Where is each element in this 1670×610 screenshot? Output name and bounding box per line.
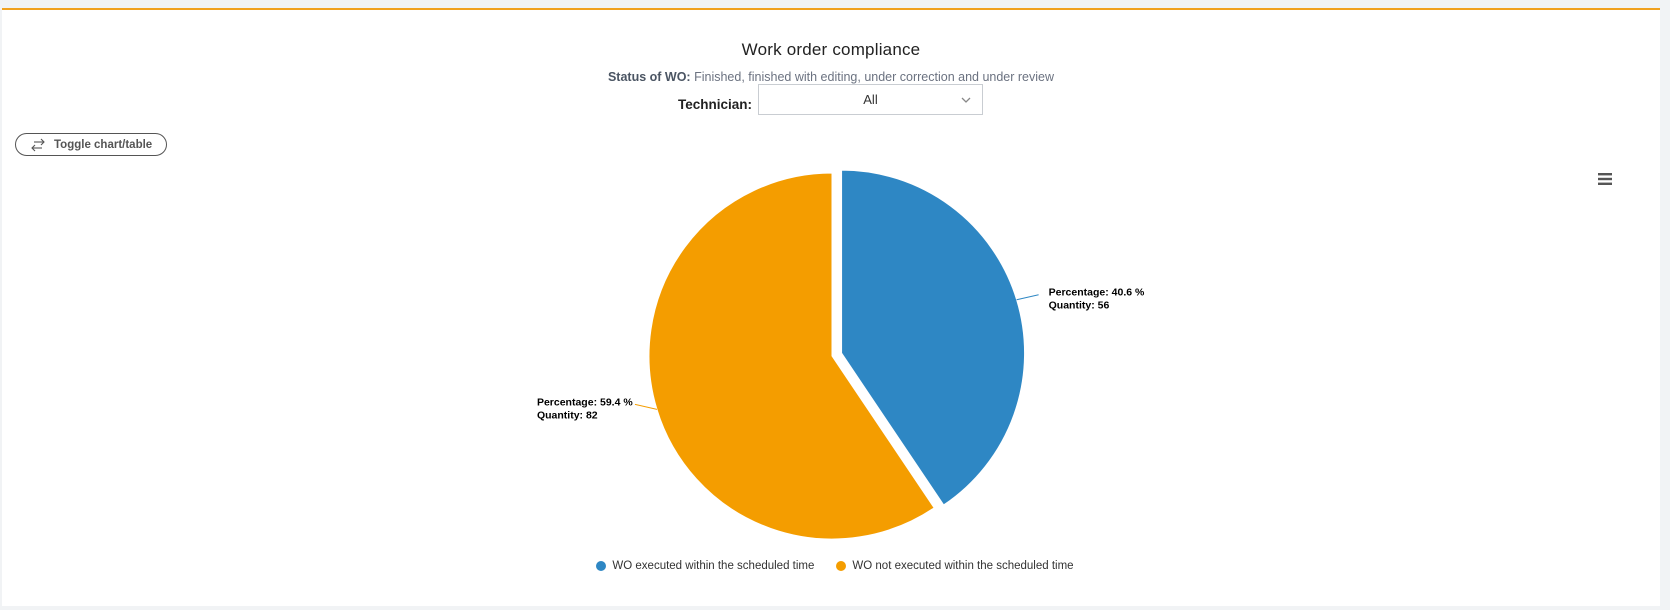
technician-select-value: All bbox=[863, 92, 878, 107]
legend-item-not-executed[interactable]: WO not executed within the scheduled tim… bbox=[836, 560, 1074, 572]
data-label-executed-line2: Quantity: 56 bbox=[1049, 300, 1110, 312]
technician-label: Technician: bbox=[678, 97, 753, 112]
data-label-not-executed-line1: Percentage: 59.4 % bbox=[537, 396, 633, 408]
connector-line-executed bbox=[1016, 294, 1039, 301]
chart-subtitle: Status of WO: Finished, finished with ed… bbox=[2, 70, 1660, 84]
subtitle-text: Finished, finished with editing, under c… bbox=[694, 70, 1055, 84]
legend-label-not-executed: WO not executed within the scheduled tim… bbox=[852, 560, 1074, 572]
toggle-button-label: Toggle chart/table bbox=[54, 138, 153, 151]
hamburger-menu-icon[interactable] bbox=[1597, 172, 1613, 186]
legend-marker-not-executed bbox=[836, 561, 847, 571]
pie-slice-not-executed[interactable] bbox=[648, 172, 935, 540]
connector-line-not-executed bbox=[634, 403, 658, 410]
toggle-chart-table-button[interactable]: Toggle chart/table bbox=[15, 133, 167, 156]
pie-slice-executed[interactable] bbox=[841, 169, 1026, 506]
subtitle-label: Status of WO: bbox=[607, 70, 691, 84]
swap-arrows-icon bbox=[31, 138, 45, 151]
legend-item-executed[interactable]: WO executed within the scheduled time bbox=[596, 560, 814, 572]
data-label-not-executed-line2: Quantity: 82 bbox=[537, 409, 598, 421]
legend-label-executed: WO executed within the scheduled time bbox=[612, 560, 815, 572]
legend-marker-executed bbox=[596, 561, 607, 571]
technician-select[interactable]: All bbox=[758, 84, 983, 115]
chevron-down-icon bbox=[961, 97, 971, 103]
chart-title: Work order compliance bbox=[741, 40, 921, 59]
data-label-executed-line1: Percentage: 40.6 % bbox=[1049, 287, 1145, 299]
chart-legend: WO executed within the scheduled time WO… bbox=[0, 560, 1670, 572]
